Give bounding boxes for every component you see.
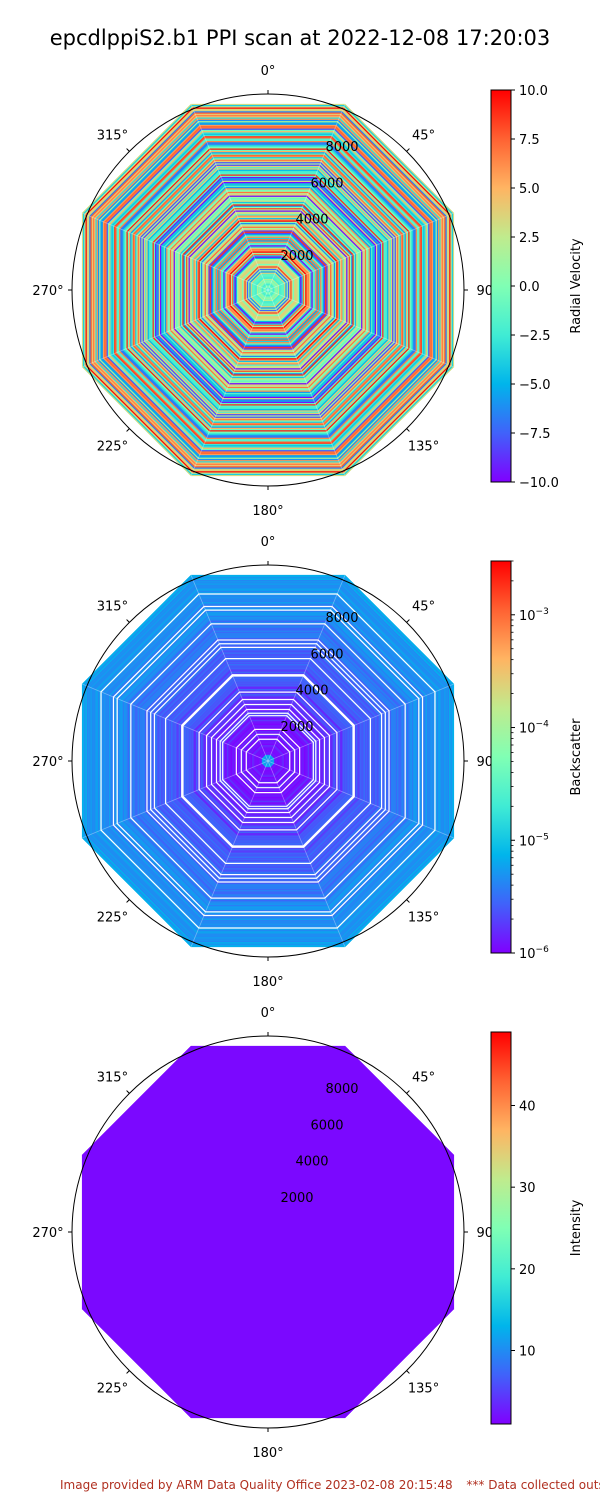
colorbar-tick-label: 30 bbox=[519, 1181, 536, 1196]
beam-edge bbox=[190, 289, 269, 477]
r-tick-label: 4000 bbox=[295, 684, 328, 699]
r-tick-label: 2000 bbox=[280, 1191, 313, 1206]
colorbar-tick-label: 10−5 bbox=[519, 832, 549, 849]
r-tick-label: 4000 bbox=[295, 213, 328, 228]
beam-edge bbox=[267, 760, 346, 948]
theta-tick bbox=[406, 1370, 410, 1374]
theta-tick bbox=[406, 899, 410, 903]
beam-edge bbox=[81, 683, 269, 762]
beam-edge bbox=[81, 760, 269, 839]
r-tick-label: 8000 bbox=[325, 1082, 358, 1097]
r-tick-label: 2000 bbox=[280, 720, 313, 735]
theta-tick-label: 0° bbox=[261, 1006, 276, 1021]
colorbar bbox=[490, 89, 512, 483]
theta-tick-label: 180° bbox=[252, 975, 283, 990]
theta-tick-label: 315° bbox=[97, 1070, 128, 1085]
theta-tick-label: 225° bbox=[97, 440, 128, 455]
beam-edge bbox=[267, 574, 346, 762]
colorbar-label: Backscatter bbox=[569, 718, 584, 796]
colorbar bbox=[490, 1031, 512, 1425]
beam-edge bbox=[190, 574, 269, 762]
colorbar-tick-label: 20 bbox=[519, 1263, 536, 1278]
ppi-field bbox=[81, 1045, 455, 1419]
colorbar-label: Intensity bbox=[569, 1199, 584, 1256]
r-tick-label: 8000 bbox=[325, 140, 358, 155]
colorbar-tick-label: 10−6 bbox=[519, 945, 549, 962]
beam-edge bbox=[267, 212, 455, 291]
theta-tick bbox=[126, 899, 130, 903]
beam-edge bbox=[190, 103, 269, 291]
colorbar-tick-label: 7.5 bbox=[519, 133, 540, 148]
theta-tick-label: 270° bbox=[32, 755, 63, 770]
ppi-field bbox=[81, 574, 455, 948]
colorbar-tick-label: −5.0 bbox=[519, 378, 551, 393]
colorbar-label: Radial Velocity bbox=[569, 238, 584, 334]
colorbar-tick-label: 10−3 bbox=[519, 607, 549, 624]
beam-edge bbox=[81, 212, 269, 291]
theta-tick-label: 315° bbox=[97, 599, 128, 614]
theta-tick-label: 135° bbox=[408, 1382, 439, 1397]
range-gate bbox=[266, 288, 270, 292]
theta-tick-label: 270° bbox=[32, 284, 63, 299]
theta-tick-label: 225° bbox=[97, 1382, 128, 1397]
colorbar-tick-label: −7.5 bbox=[519, 427, 551, 442]
colorbar-tick-label: 10.0 bbox=[519, 84, 548, 99]
colorbar-tick-label: 40 bbox=[519, 1100, 536, 1115]
theta-tick-label: 270° bbox=[32, 1226, 63, 1241]
theta-tick-label: 0° bbox=[261, 64, 276, 79]
beam-edge bbox=[267, 289, 455, 368]
theta-tick bbox=[126, 148, 130, 152]
theta-tick-label: 135° bbox=[408, 911, 439, 926]
r-tick-label: 8000 bbox=[325, 611, 358, 626]
ppi-field bbox=[81, 103, 455, 477]
r-tick-label: 6000 bbox=[310, 647, 343, 662]
beam-edge bbox=[267, 760, 455, 839]
r-tick-label: 2000 bbox=[280, 249, 313, 264]
beam-edge bbox=[81, 289, 269, 368]
theta-tick-label: 225° bbox=[97, 911, 128, 926]
colorbar-tick-label: −10.0 bbox=[519, 476, 559, 491]
theta-tick-label: 0° bbox=[261, 535, 276, 550]
colorbar-tick-label: 0.0 bbox=[519, 280, 540, 295]
range-gate bbox=[266, 759, 270, 763]
theta-tick-label: 180° bbox=[252, 504, 283, 519]
r-tick-label: 6000 bbox=[310, 176, 343, 191]
theta-tick bbox=[406, 148, 410, 152]
beam-edge bbox=[190, 760, 269, 948]
beam-edge bbox=[267, 289, 346, 477]
r-tick-label: 6000 bbox=[310, 1118, 343, 1133]
theta-tick-label: 45° bbox=[412, 1070, 435, 1085]
theta-tick-label: 45° bbox=[412, 599, 435, 614]
colorbar-tick-label: 2.5 bbox=[519, 231, 540, 246]
colorbar-tick-label: 10 bbox=[519, 1345, 536, 1360]
theta-tick bbox=[126, 428, 130, 432]
theta-tick bbox=[126, 1370, 130, 1374]
radial-velocity-panel: 0°45°90°135°180°225°270°315°200040006000… bbox=[32, 64, 584, 519]
theta-tick-label: 315° bbox=[97, 128, 128, 143]
colorbar bbox=[490, 560, 512, 954]
colorbar-tick-label: 5.0 bbox=[519, 182, 540, 197]
theta-tick bbox=[406, 619, 410, 623]
colorbar-tick-label: −2.5 bbox=[519, 329, 551, 344]
footer-warning: *** Data collected outside bbox=[466, 1478, 600, 1492]
theta-tick bbox=[406, 428, 410, 432]
beam-edge bbox=[267, 103, 346, 291]
theta-tick bbox=[126, 619, 130, 623]
backscatter-panel: 0°45°90°135°180°225°270°315°200040006000… bbox=[32, 535, 584, 990]
theta-tick-label: 135° bbox=[408, 440, 439, 455]
colorbar-tick-label: 10−4 bbox=[519, 720, 549, 737]
footer: Image provided by ARM Data Quality Offic… bbox=[60, 1478, 600, 1492]
beam-edge bbox=[267, 683, 455, 762]
theta-tick-label: 45° bbox=[412, 128, 435, 143]
footer-credit: Image provided by ARM Data Quality Offic… bbox=[60, 1478, 453, 1492]
figure-title: epcdlppiS2.b1 PPI scan at 2022-12-08 17:… bbox=[49, 26, 551, 50]
theta-tick-label: 180° bbox=[252, 1446, 283, 1461]
r-tick-label: 4000 bbox=[295, 1155, 328, 1170]
theta-tick bbox=[126, 1090, 130, 1094]
field-fill bbox=[81, 1045, 455, 1419]
theta-tick bbox=[406, 1090, 410, 1094]
intensity-panel: 0°45°90°135°180°225°270°315°200040006000… bbox=[32, 1006, 584, 1461]
